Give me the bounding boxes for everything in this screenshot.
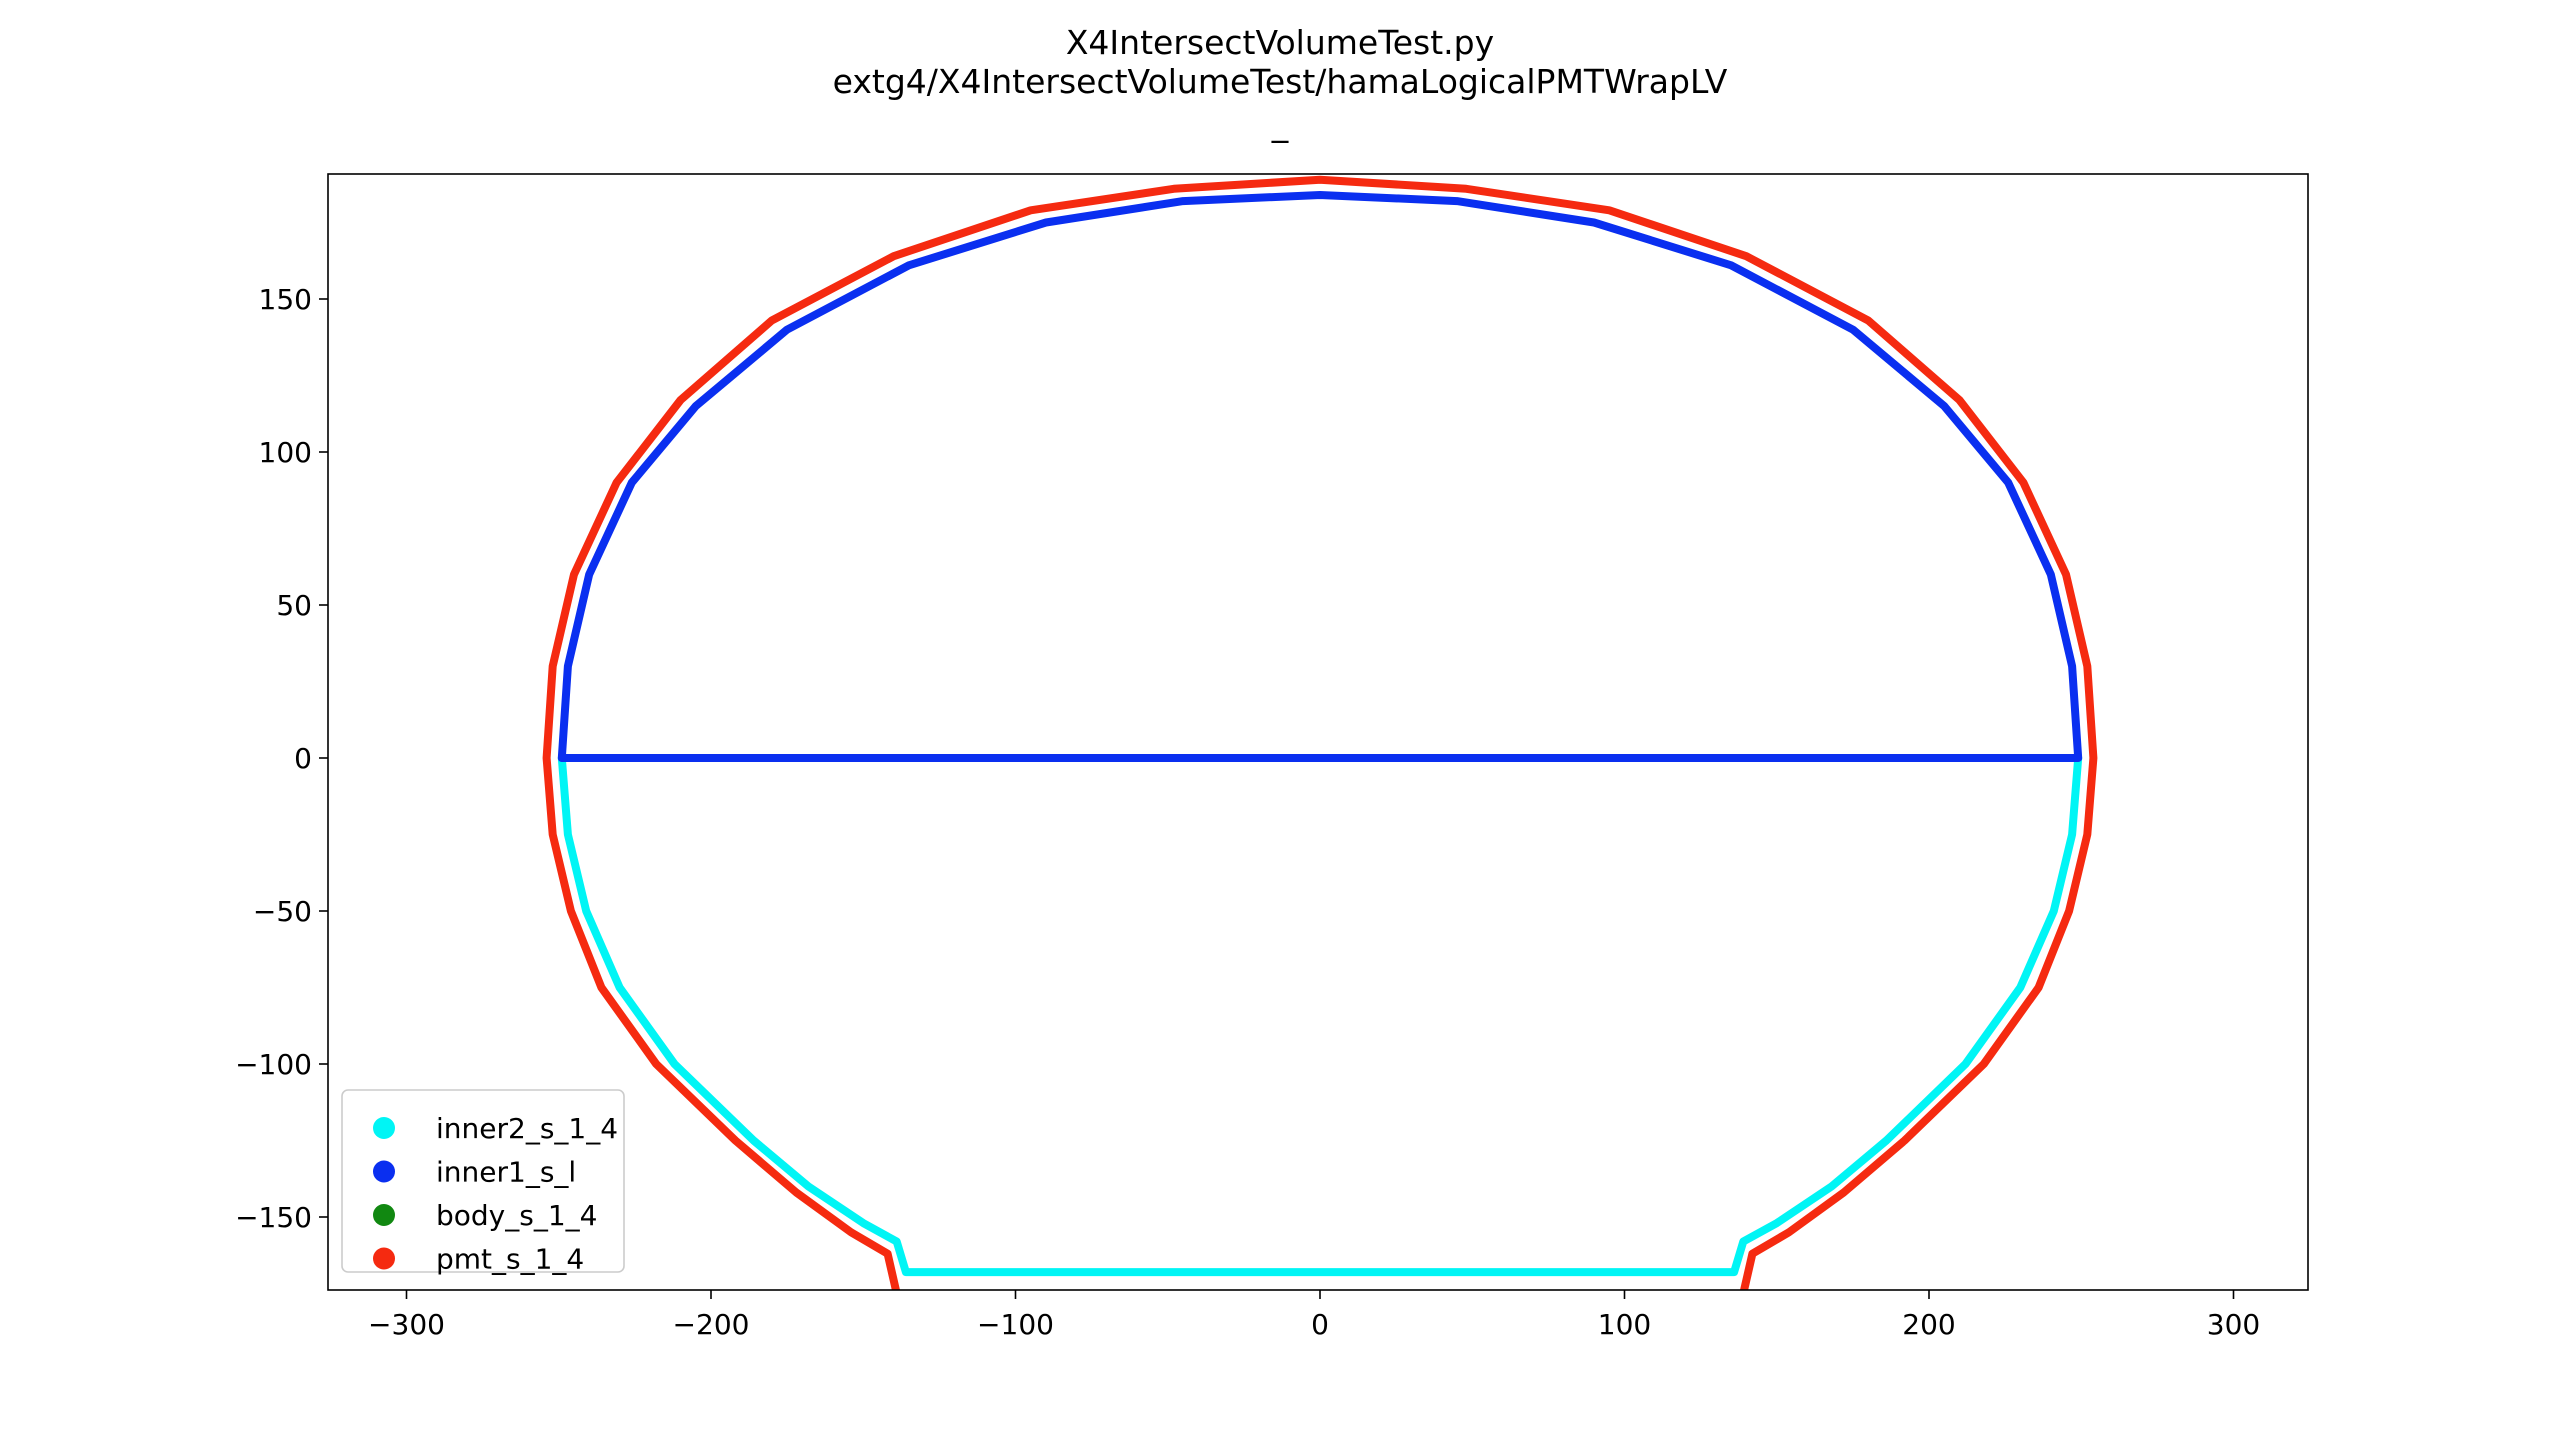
x-tick-label: −100 [977,1308,1054,1341]
title-line-1: X4IntersectVolumeTest.py [1066,23,1494,62]
series-inner1_s_l [557,191,2083,762]
title-line-3: _ [1271,104,1289,143]
y-tick-label: −100 [235,1048,312,1081]
series-pmt_s_1_4 [542,175,2098,1290]
y-tick-label: 150 [259,283,312,316]
y-axis: −150 −100 −50 0 50 100 150 [235,283,328,1234]
y-tick-label: −150 [235,1201,312,1234]
x-tick-label: −200 [673,1308,750,1341]
legend-label-body_s_1_4: body_s_1_4 [436,1199,597,1232]
y-tick-label: 0 [294,742,312,775]
x-tick-label: 300 [2207,1308,2260,1341]
plot-series-layer [542,175,2098,1290]
y-tick-label: 100 [259,436,312,469]
legend-label-inner2_s_1_4: inner2_s_1_4 [436,1112,618,1145]
legend-label-pmt_s_1_4: pmt_s_1_4 [436,1243,584,1276]
series-inner2_s_1_4 [557,754,2083,1277]
legend-label-inner1_s_l: inner1_s_l [436,1156,576,1189]
legend-marker-inner2_s_1_4 [373,1117,395,1139]
legend: inner2_s_1_4 inner1_s_l body_s_1_4 pmt_s_1_… [341,1089,625,1276]
y-tick-label: 50 [276,589,312,622]
x-tick-label: −300 [368,1308,445,1341]
legend-marker-inner1_s_l [373,1160,395,1183]
title-line-2: extg4/X4IntersectVolumeTest/hamaLogicalP… [833,62,1728,101]
x-axis: −300 −200 −100 0 100 200 300 [368,1290,2260,1341]
x-tick-label: 0 [1311,1308,1329,1341]
y-tick-label: −50 [253,895,312,928]
x-tick-label: 200 [1902,1308,1955,1341]
legend-marker-body_s_1_4 [373,1204,395,1226]
legend-frame [341,1089,625,1273]
x-tick-label: 100 [1598,1308,1651,1341]
chart-title: X4IntersectVolumeTest.py extg4/X4Interse… [833,23,1728,143]
plot-frame [327,173,2309,1291]
legend-marker-pmt_s_1_4 [373,1247,395,1270]
